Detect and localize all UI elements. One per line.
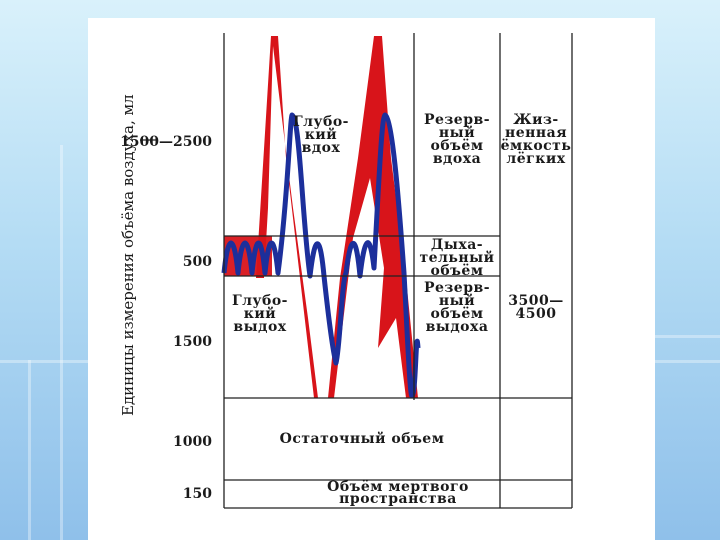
background-decor-line	[28, 360, 31, 540]
tick-label: 1500	[173, 334, 212, 350]
tick-label: 150	[182, 486, 212, 502]
y-axis-label: Единицы измерения объёма воздуха, мл	[119, 94, 137, 416]
deep-inhale-label: Глубо- кий вдох	[293, 114, 349, 156]
inspiratory-reserve-label: Резерв- ный объём вдоха	[423, 112, 491, 167]
vital-capacity-value: 3500— 4500	[508, 293, 564, 322]
tidal-volume-label: Дыха- тельный объём	[419, 237, 495, 279]
background-decor-line	[655, 360, 720, 363]
background-decor-line	[60, 145, 63, 540]
red-curve-band	[256, 36, 418, 398]
deep-exhale-label: Глубо- кий выдох	[232, 293, 288, 335]
tick-label: 1500—2500	[120, 134, 212, 150]
lung-volume-diagram	[140, 33, 573, 509]
vital-capacity-label: Жиз- ненная ёмкость лёгких	[500, 112, 572, 167]
blue-breathing-curve	[221, 112, 421, 399]
tick-label: 1000	[173, 434, 212, 450]
tick-label: 500	[182, 254, 212, 270]
background-decor-line	[655, 335, 720, 338]
background-decor-line	[0, 360, 90, 363]
residual-volume-label: Остаточный объем	[279, 431, 445, 447]
slide-canvas: Единицы измерения объёма воздуха, мл 150…	[88, 18, 655, 540]
dead-space-label: Объём мертвого пространства	[327, 479, 469, 507]
diagram-grid	[140, 33, 573, 509]
expiratory-reserve-label: Резерв- ный объём выдоха	[423, 280, 491, 335]
